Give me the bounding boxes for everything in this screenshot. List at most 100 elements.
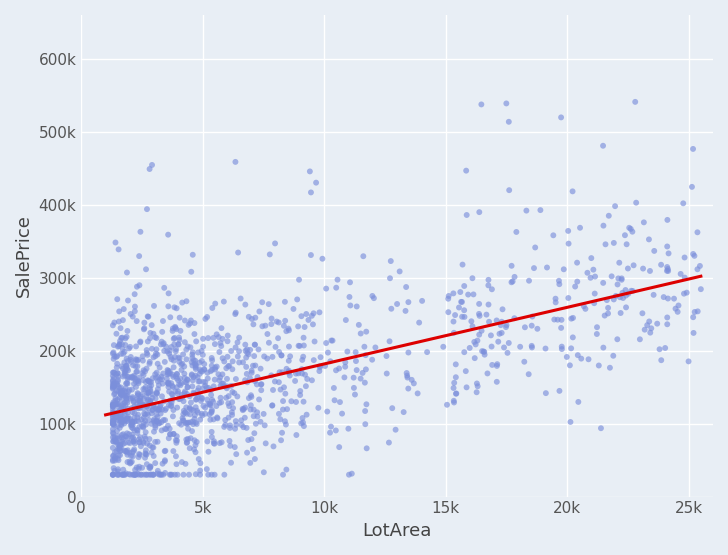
Point (178, 350, 189, 359)
Point (623, 223, 635, 232)
Point (138, 413, 149, 422)
Point (245, 392, 257, 401)
Point (215, 381, 226, 390)
Point (294, 391, 306, 400)
Point (108, 451, 119, 460)
Point (339, 358, 351, 367)
Point (197, 350, 209, 359)
Point (157, 405, 168, 414)
Point (121, 448, 132, 457)
Point (162, 421, 174, 430)
Point (170, 372, 181, 381)
Point (550, 294, 561, 303)
Point (206, 427, 218, 436)
Point (351, 302, 363, 311)
Point (474, 311, 486, 320)
Point (143, 377, 154, 386)
Point (119, 416, 130, 425)
Point (119, 401, 131, 410)
Point (298, 397, 309, 406)
Point (146, 381, 157, 390)
Point (163, 369, 175, 378)
Point (296, 356, 308, 365)
Point (108, 430, 119, 438)
Point (245, 435, 257, 443)
Point (655, 356, 667, 365)
Point (145, 329, 157, 337)
Point (146, 406, 158, 415)
Point (601, 296, 613, 305)
Point (495, 321, 507, 330)
Point (610, 291, 622, 300)
Point (139, 367, 151, 376)
Point (171, 432, 183, 441)
Point (196, 394, 207, 403)
Point (529, 243, 541, 252)
Point (157, 340, 169, 349)
Point (360, 327, 372, 336)
Point (566, 344, 577, 353)
Point (143, 377, 155, 386)
Point (119, 367, 130, 376)
Point (256, 380, 267, 389)
Point (138, 376, 149, 385)
Point (215, 393, 226, 402)
Point (476, 326, 488, 335)
Point (126, 385, 138, 394)
Point (124, 310, 136, 319)
Point (172, 389, 183, 398)
Point (191, 420, 202, 428)
Point (162, 366, 174, 375)
Point (565, 417, 577, 426)
Point (269, 239, 281, 248)
Point (107, 377, 119, 386)
Point (121, 416, 132, 425)
Point (152, 377, 164, 386)
Point (113, 407, 124, 416)
Point (198, 365, 210, 374)
Point (240, 376, 251, 385)
Point (159, 416, 171, 425)
Point (107, 428, 119, 437)
Point (112, 470, 124, 479)
Point (662, 320, 673, 329)
Point (485, 331, 496, 340)
Point (171, 374, 183, 383)
Point (264, 250, 276, 259)
Point (503, 186, 515, 195)
Point (167, 391, 178, 400)
Point (113, 372, 124, 381)
Point (184, 392, 196, 401)
Point (325, 357, 336, 366)
Point (158, 339, 170, 347)
Point (115, 350, 127, 359)
Point (111, 352, 122, 361)
Point (132, 470, 144, 479)
Point (209, 470, 221, 479)
Point (111, 386, 122, 395)
Point (569, 282, 581, 291)
Point (115, 446, 127, 455)
Point (668, 294, 680, 303)
Point (334, 397, 346, 406)
Point (297, 413, 309, 422)
Point (108, 435, 120, 444)
Point (281, 365, 293, 374)
Point (662, 294, 673, 303)
Point (134, 403, 146, 412)
Point (185, 316, 197, 325)
Point (208, 437, 220, 446)
Point (164, 470, 175, 479)
Point (240, 300, 251, 309)
Point (168, 430, 180, 438)
Point (185, 418, 197, 427)
Point (210, 365, 221, 374)
Point (157, 392, 168, 401)
Point (115, 417, 127, 426)
Point (133, 251, 145, 260)
Point (138, 470, 150, 479)
Point (360, 365, 372, 374)
Point (113, 456, 124, 465)
Point (114, 336, 126, 345)
Point (178, 470, 189, 479)
